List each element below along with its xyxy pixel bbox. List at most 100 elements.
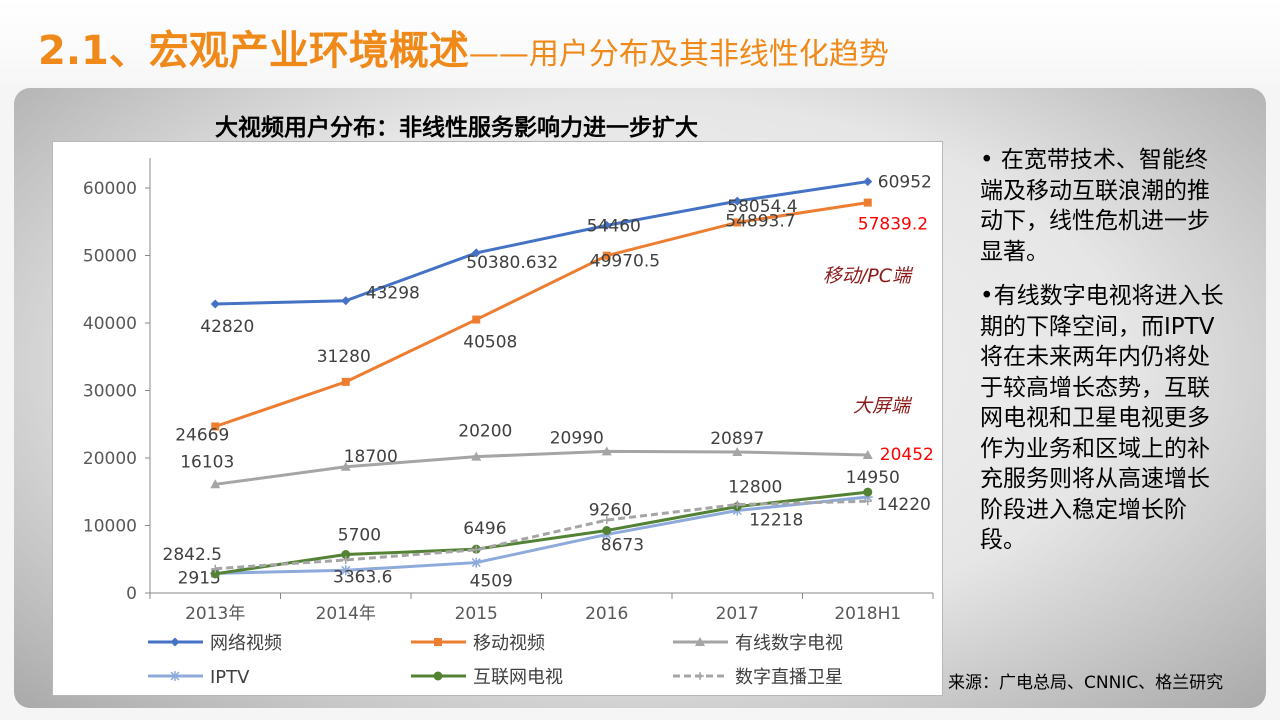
line-chart: 0 10000 20000 30000 40000 50000 60000 2013年 2014… bbox=[83, 158, 934, 688]
x-tick-label: 2017 bbox=[716, 604, 759, 624]
data-point bbox=[695, 637, 705, 646]
data-point bbox=[863, 487, 873, 497]
y-tick-label: 60000 bbox=[83, 179, 137, 199]
data-point bbox=[341, 550, 351, 560]
data-point bbox=[863, 198, 872, 207]
data-point bbox=[862, 449, 873, 459]
data-label: 16103 bbox=[180, 452, 234, 472]
data-point bbox=[341, 555, 350, 564]
x-tick-label: 2015 bbox=[455, 604, 498, 624]
data-point bbox=[210, 299, 220, 309]
data-label: 60952 bbox=[878, 173, 932, 193]
data-label: 43298 bbox=[366, 284, 420, 304]
data-point bbox=[732, 196, 742, 206]
data-point bbox=[602, 251, 611, 260]
data-label: 5700 bbox=[338, 526, 381, 546]
data-label: 58054.4 bbox=[727, 197, 797, 217]
data-label: 14220 bbox=[877, 495, 931, 515]
data-point bbox=[472, 545, 481, 554]
legend-label: IPTV bbox=[210, 667, 250, 688]
data-point bbox=[211, 564, 220, 573]
data-point bbox=[696, 672, 704, 680]
series-line bbox=[215, 180, 868, 306]
data-label: 20990 bbox=[550, 428, 604, 448]
legend-label: 网络视频 bbox=[210, 633, 282, 654]
series-line bbox=[215, 490, 868, 576]
data-label: 31280 bbox=[317, 347, 371, 367]
data-label: 12218 bbox=[749, 511, 803, 531]
note-2: •有线数字电视将进入长期的下降空间，而IPTV将在未来两年内仍将处于较高增长态势… bbox=[980, 283, 1224, 553]
legend-label: 数字直播卫星 bbox=[735, 667, 843, 688]
data-label: 8673 bbox=[601, 535, 644, 555]
data-label: 3363.6 bbox=[333, 567, 392, 587]
data-label: 24669 bbox=[175, 425, 229, 445]
notes-panel: • 在宽带技术、智能终端及移动互联浪潮的推动下，线性危机进一步显著。 •有线数字… bbox=[980, 145, 1230, 570]
series-line bbox=[215, 495, 868, 575]
data-label: 40508 bbox=[463, 333, 517, 353]
data-label: 20897 bbox=[710, 429, 764, 449]
data-point bbox=[602, 525, 612, 535]
data-label: 50380.632 bbox=[466, 253, 558, 273]
legend-label: 互联网电视 bbox=[473, 667, 563, 688]
data-label: 54460 bbox=[587, 216, 641, 236]
y-tick-label: 20000 bbox=[83, 449, 137, 469]
data-point bbox=[170, 637, 180, 647]
data-label: 2915 bbox=[178, 568, 221, 588]
data-point bbox=[210, 569, 220, 579]
data-label: 49970.5 bbox=[590, 252, 660, 272]
y-tick-label: 10000 bbox=[83, 517, 137, 537]
annotation-mobile-pc: 移动/PC端 bbox=[823, 265, 914, 287]
y-tick-label: 50000 bbox=[83, 247, 137, 267]
data-point bbox=[340, 565, 351, 576]
data-point bbox=[863, 177, 873, 187]
data-label: 2842.5 bbox=[163, 545, 222, 565]
page-title-main: 2.1、宏观产业环境概述 bbox=[38, 28, 469, 74]
x-tick-label: 2018H1 bbox=[834, 604, 901, 624]
data-label: 20200 bbox=[458, 422, 512, 442]
title-bar: 2.1、宏观产业环境概述——用户分布及其非线性化趋势 bbox=[0, 0, 1280, 84]
data-point bbox=[471, 248, 481, 258]
y-tick-label: 0 bbox=[126, 584, 137, 604]
data-point bbox=[733, 500, 742, 509]
data-point bbox=[341, 377, 350, 386]
data-point bbox=[602, 516, 611, 525]
data-point bbox=[863, 497, 872, 506]
series-line bbox=[215, 449, 868, 486]
data-label: 4509 bbox=[470, 572, 513, 592]
data-label: 6496 bbox=[463, 519, 506, 539]
chart-title: 大视频用户分布：非线性服务影响力进一步扩大 bbox=[215, 115, 698, 141]
data-point bbox=[433, 671, 443, 681]
x-tick-label: 2016 bbox=[585, 604, 628, 624]
source-text: 来源：广电总局、CNNIC、格兰研究 bbox=[948, 673, 1224, 693]
data-point bbox=[340, 461, 351, 471]
data-point bbox=[601, 446, 612, 456]
data-point bbox=[210, 479, 221, 489]
note-1: • 在宽带技术、智能终端及移动互联浪潮的推动下，线性危机进一步显著。 bbox=[980, 147, 1210, 265]
data-point bbox=[602, 220, 612, 230]
data-point bbox=[732, 446, 743, 456]
legend-label: 移动视频 bbox=[473, 633, 545, 654]
y-tick-label: 30000 bbox=[83, 382, 137, 402]
data-label: 18700 bbox=[344, 447, 398, 467]
data-point bbox=[211, 422, 220, 431]
data-label: 57839.2 bbox=[858, 215, 928, 235]
data-point bbox=[471, 451, 482, 461]
data-label: 20452 bbox=[880, 445, 934, 465]
data-point bbox=[472, 315, 481, 324]
legend-label: 有线数字电视 bbox=[735, 633, 843, 654]
page-title: 2.1、宏观产业环境概述——用户分布及其非线性化趋势 bbox=[38, 18, 889, 76]
data-label: 54893.7 bbox=[725, 211, 795, 231]
data-point bbox=[434, 638, 442, 646]
page-title-sub: ——用户分布及其非线性化趋势 bbox=[468, 37, 889, 72]
series-line bbox=[214, 201, 868, 428]
x-tick-label: 2014年 bbox=[316, 604, 376, 624]
y-tick-label: 40000 bbox=[83, 314, 137, 334]
data-label: 12800 bbox=[728, 478, 782, 498]
data-label: 14950 bbox=[846, 468, 900, 488]
data-point bbox=[471, 557, 482, 568]
data-label: 42820 bbox=[200, 317, 254, 337]
x-tick-label: 2013年 bbox=[185, 604, 245, 624]
chart-area: 0 10000 20000 30000 40000 50000 60000 2013年 2014… bbox=[52, 141, 943, 696]
annotation-big-screen: 大屏端 bbox=[853, 395, 913, 417]
data-point bbox=[341, 296, 351, 306]
